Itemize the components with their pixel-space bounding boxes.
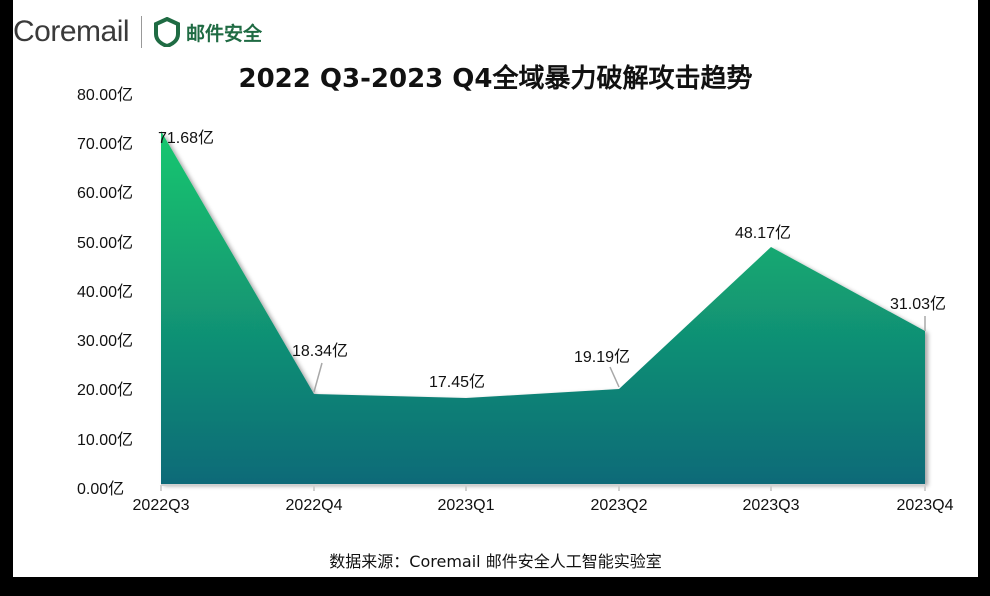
leader-lines: [313, 316, 926, 393]
y-tick: 60.00亿: [77, 185, 134, 202]
y-tick: 20.00亿: [77, 382, 134, 399]
product-name: 邮件安全: [186, 22, 263, 45]
data-label: 19.19亿: [574, 349, 631, 366]
data-label: 48.17亿: [735, 225, 792, 242]
x-tick: 2023Q3: [742, 497, 800, 514]
y-tick: 0.00亿: [77, 481, 125, 498]
data-source: 数据来源：Coremail 邮件安全人工智能实验室: [329, 552, 662, 571]
data-label: 31.03亿: [890, 296, 947, 313]
x-tick: 2022Q3: [132, 497, 190, 514]
plot-area: [160, 131, 926, 491]
data-label: 71.68亿: [158, 130, 215, 147]
y-tick: 10.00亿: [77, 432, 134, 449]
area-series: [161, 131, 925, 484]
data-label: 17.45亿: [429, 374, 486, 391]
y-tick: 70.00亿: [77, 136, 134, 153]
shield-icon: [154, 17, 181, 47]
data-label: 18.34亿: [292, 343, 349, 360]
chart-canvas: Coremail 邮件安全 2022 Q3-2023 Q4全域暴力破解攻击趋势 …: [13, 0, 978, 577]
y-tick: 50.00亿: [77, 235, 134, 252]
x-axis-ticks: [160, 485, 926, 491]
brand-name: Coremail: [13, 15, 130, 48]
logo: Coremail 邮件安全: [13, 14, 262, 50]
y-tick: 30.00亿: [77, 333, 134, 350]
x-tick: 2023Q1: [437, 497, 495, 514]
y-tick: 40.00亿: [77, 284, 134, 301]
x-tick: 2023Q2: [590, 497, 648, 514]
logo-divider: [141, 16, 143, 48]
x-tick: 2023Q4: [896, 497, 954, 514]
y-tick: 80.00亿: [77, 87, 134, 104]
chart-title: 2022 Q3-2023 Q4全域暴力破解攻击趋势: [238, 64, 753, 94]
x-tick: 2022Q4: [285, 497, 343, 514]
